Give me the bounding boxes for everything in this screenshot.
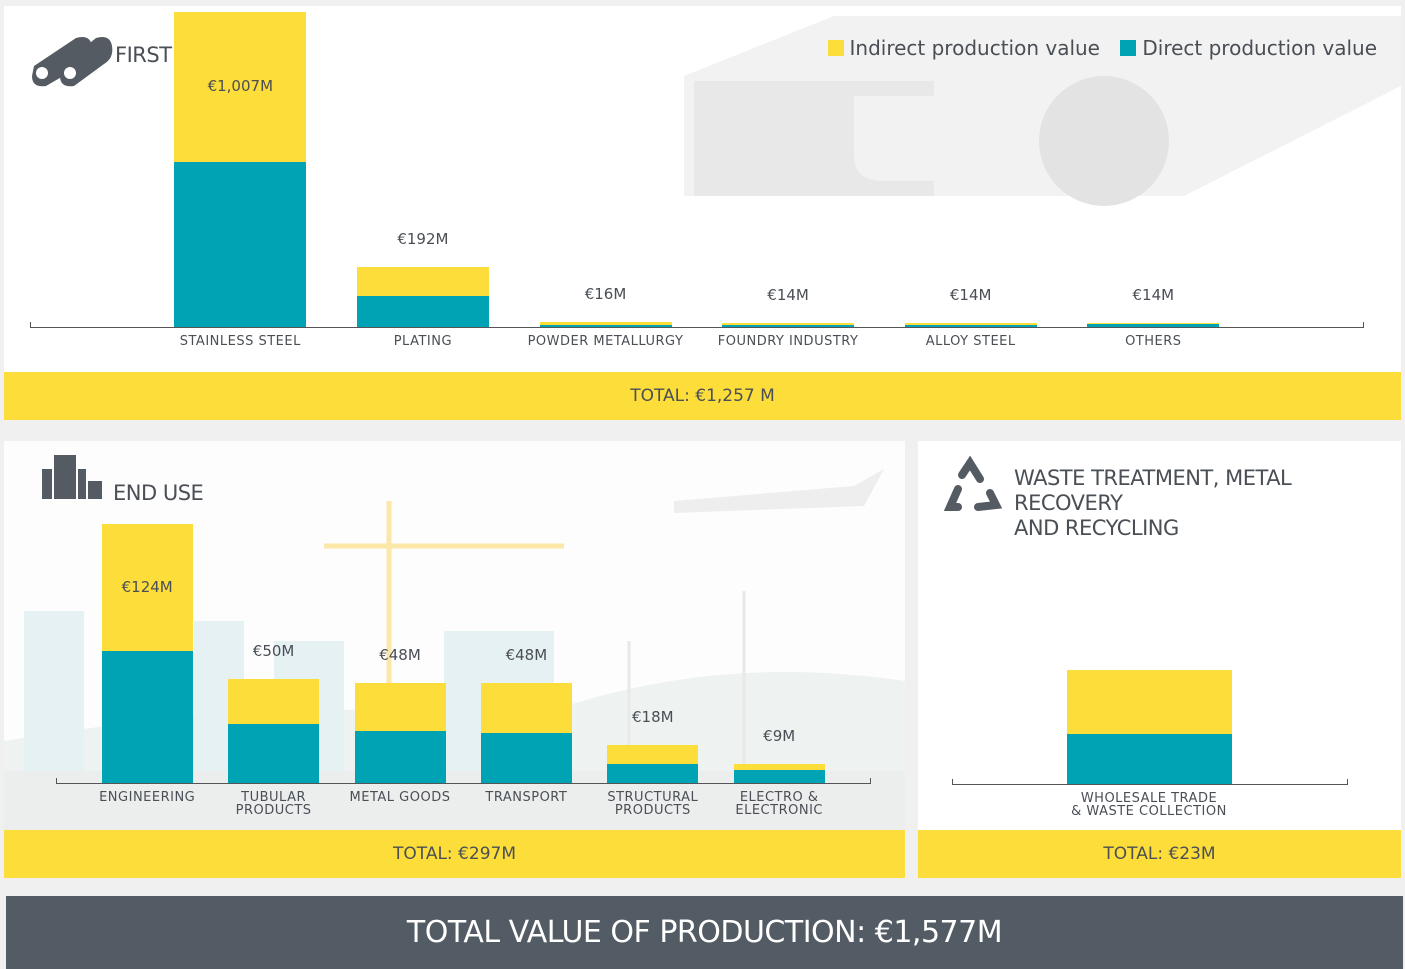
value-label: €48M (379, 645, 421, 664)
x-tick-label: PLATING (393, 334, 453, 349)
x-tick-label: ALLOY STEEL (925, 334, 1016, 349)
value-label: €1,007M (207, 76, 274, 95)
bar-segment (1087, 322, 1220, 324)
bar-segment (174, 162, 307, 327)
value-label: €9M (763, 727, 796, 746)
value-label: €192M (397, 229, 449, 248)
bar-segment (1066, 734, 1232, 784)
value-label: €18M (632, 708, 674, 727)
legend-item: Direct production value (1120, 36, 1377, 60)
x-axis (56, 783, 870, 784)
bar-segment (356, 296, 489, 327)
first-use-panel: FIRST USE TOTAL: €1,257 M STAINLESS STEE… (4, 6, 1401, 420)
background-art (32, 16, 1401, 206)
total-band: TOTAL: €297M (4, 830, 905, 878)
value-label: €50M (252, 641, 295, 660)
bar-segment (1087, 323, 1220, 327)
value-label: €14M (767, 285, 809, 304)
bar-segment (354, 682, 446, 731)
legend-item: Indirect production value (827, 36, 1101, 60)
value-label: €14M (1132, 285, 1175, 304)
bar-segment (356, 266, 489, 297)
bar-segment (733, 764, 825, 771)
chart-title: END USE (113, 481, 204, 505)
x-tick-label: FOUNDRY INDUSTRY (717, 334, 859, 349)
bar-segment (480, 682, 572, 733)
x-tick-label: POWDER METALLURGY (527, 334, 684, 349)
recycle-icon (943, 455, 1003, 511)
value-label: €124M (121, 577, 173, 596)
bar-segment (722, 322, 855, 326)
value-label: €14M (949, 285, 992, 304)
bar-segment (733, 770, 825, 783)
x-tick-label: TUBULAR PRODUCTS (235, 790, 312, 818)
legend-swatch (827, 40, 844, 56)
x-tick-label: STAINLESS STEEL (179, 334, 301, 349)
bar-segment (228, 724, 320, 783)
grand-total: TOTAL VALUE OF PRODUCTION: €1,577M (6, 896, 1403, 969)
bar-segment (904, 325, 1037, 327)
legend-label: Direct production value (1142, 36, 1377, 60)
end-use-panel: END USE TOTAL: €297M ENGINEERING €124M TUB… (4, 441, 905, 878)
bar-segment (1066, 669, 1232, 735)
legend-label: Indirect production value (849, 36, 1101, 60)
axis-end (1363, 322, 1364, 328)
x-tick-label: STRUCTURAL PRODUCTS (607, 790, 699, 818)
axis-end (1347, 779, 1348, 785)
x-tick-label: METAL GOODS (349, 790, 451, 805)
waste-panel: WASTE TREATMENT, METAL RECOVERY AND RECY… (918, 441, 1401, 878)
axis-end (870, 778, 871, 784)
bar-segment (607, 745, 699, 765)
axis-end (30, 322, 31, 328)
value-label: €16M (584, 284, 627, 303)
bar-segment (607, 764, 699, 783)
total-band: TOTAL: €23M (918, 830, 1401, 878)
legend-swatch (1120, 40, 1137, 56)
x-tick-label: ELECTRO & ELECTRONIC (735, 790, 823, 818)
value-label: €48M (505, 645, 548, 664)
bar-segment (539, 325, 672, 327)
x-axis (30, 327, 1363, 328)
x-tick-label: TRANSPORT (485, 790, 568, 805)
bar-segment (101, 523, 193, 652)
x-tick-label: WHOLESALE TRADE & WASTE COLLECTION (1071, 791, 1227, 819)
bar-segment (174, 11, 307, 163)
bar-segment (354, 730, 446, 783)
x-tick-label: ENGINEERING (99, 790, 196, 805)
axis-end (952, 779, 953, 785)
x-tick-label: OTHERS (1125, 334, 1182, 349)
x-axis (952, 784, 1347, 785)
chart-title: WASTE TREATMENT, METAL RECOVERY AND RECY… (1014, 466, 1292, 540)
bar-segment (539, 321, 672, 326)
bar-segment (228, 678, 320, 725)
bar-segment (722, 325, 855, 327)
axis-end (56, 778, 57, 784)
bar-segment (101, 651, 193, 783)
total-band: TOTAL: €1,257 M (4, 372, 1401, 420)
bar-segment (904, 322, 1037, 326)
bar-segment (480, 732, 572, 783)
